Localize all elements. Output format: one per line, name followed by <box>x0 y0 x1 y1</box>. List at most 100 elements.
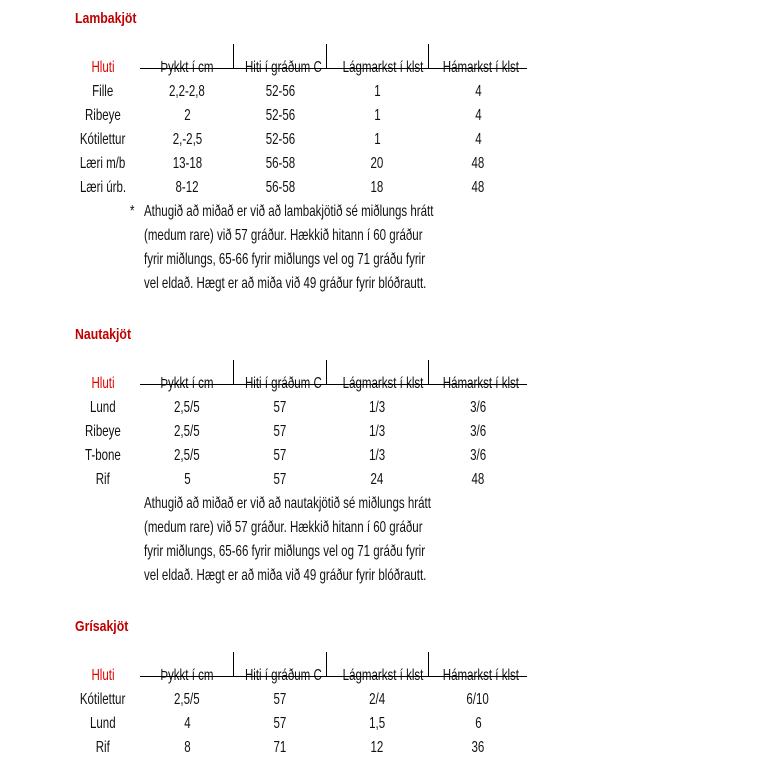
cell-value: 18 <box>370 179 384 196</box>
cell-cut: Ribeye <box>53 420 153 444</box>
cell-max-time: 3/6 <box>428 420 528 444</box>
header-label: Hluti <box>91 667 115 684</box>
header-min-time: Lágmarkst í klst <box>327 56 427 80</box>
cell-value: 6 <box>474 715 482 732</box>
cell-cut: Lund <box>53 396 153 420</box>
header-underline <box>140 68 527 69</box>
column-divider <box>233 652 234 676</box>
table-row: Lund 4 57 1,5 6 <box>0 712 768 736</box>
cell-temperature: 71 <box>230 736 330 760</box>
cell-thickness: 13-18 <box>137 152 237 176</box>
cell-value: Læri m/b <box>80 155 126 172</box>
table-header-row: Hluti Þykkt í cm Hiti í gráðum C Lágmarkst … <box>0 664 768 688</box>
cell-temperature: 56-58 <box>230 176 330 200</box>
cell-temperature: 52-56 <box>230 128 330 152</box>
column-divider <box>233 44 234 68</box>
cell-min-time: 1,5 <box>327 712 427 736</box>
header-cut: Hluti <box>53 56 153 80</box>
cell-min-time: 1/3 <box>327 396 427 420</box>
cell-value: Lund <box>90 399 116 416</box>
cell-value: Kótilettur <box>80 131 126 148</box>
table-row: Lund 2,5/5 57 1/3 3/6 <box>0 396 768 420</box>
cell-min-time: 1/3 <box>327 420 427 444</box>
cell-value: 8-12 <box>175 179 199 196</box>
cell-value: 56-58 <box>265 179 295 196</box>
cell-thickness: 2,2-2,8 <box>137 80 237 104</box>
cell-value: Kótilettur <box>80 691 126 708</box>
header-label: Þykkt í cm <box>160 375 214 392</box>
cell-value: 57 <box>273 691 287 708</box>
cell-max-time: 4 <box>428 80 528 104</box>
cell-temperature: 57 <box>230 420 330 444</box>
cell-value: 2,5/5 <box>174 447 200 464</box>
table-row: Fille 2,2-2,8 52-56 1 4 <box>0 80 768 104</box>
note-line: Athugið að miðað er við að lambakjötið s… <box>144 203 434 220</box>
cell-value: T-bone <box>85 447 121 464</box>
header-label: Hámarkst í klst <box>442 59 519 76</box>
table-row: Læri úrb. 8-12 56-58 18 48 <box>0 176 768 200</box>
cell-cut: T-bone <box>53 444 153 468</box>
cell-value: 2,5/5 <box>174 423 200 440</box>
header-max-time: Hámarkst í klst <box>428 372 528 396</box>
table-row: T-bone 2,5/5 57 1/3 3/6 <box>0 444 768 468</box>
cell-value: 4 <box>474 83 482 100</box>
cell-thickness: 2 <box>137 104 237 128</box>
cell-value: 2,2-2,8 <box>169 83 205 100</box>
table-header-row: Hluti Þykkt í cm Hiti í gráðum C Lágmarkst … <box>0 372 768 396</box>
note-marker: * <box>130 203 135 220</box>
cell-value: Lund <box>90 715 116 732</box>
header-min-time: Lágmarkst í klst <box>327 664 427 688</box>
header-thickness: Þykkt í cm <box>137 56 237 80</box>
note-line: fyrir miðlungs, 65-66 fyrir miðlungs vel… <box>144 543 426 560</box>
cell-thickness: 2,5/5 <box>137 420 237 444</box>
cell-max-time: 4 <box>428 104 528 128</box>
cell-cut: Ribeye <box>53 104 153 128</box>
cell-min-time: 1 <box>327 104 427 128</box>
cell-value: 48 <box>471 179 485 196</box>
header-max-time: Hámarkst í klst <box>428 56 528 80</box>
cell-value: 1/3 <box>368 423 386 440</box>
cell-value: 2,-2,5 <box>172 131 202 148</box>
note-line: (medum rare) við 57 gráður. Hækkið hitan… <box>144 227 423 244</box>
cell-max-time: 3/6 <box>428 444 528 468</box>
cell-thickness: 5 <box>137 468 237 492</box>
cell-cut: Fille <box>53 80 153 104</box>
section-title: Nautakjöt <box>75 326 132 343</box>
cell-value: 52-56 <box>265 107 295 124</box>
note-line: vel eldað. Hægt er að miða við 49 gráður… <box>144 275 427 292</box>
cell-min-time: 1 <box>327 80 427 104</box>
header-label: Hiti í gráðum C <box>244 375 322 392</box>
cell-value: 8 <box>183 739 191 756</box>
table-header-row: Hluti Þykkt í cm Hiti í gráðum C Lágmarkst … <box>0 56 768 80</box>
cell-thickness: 8-12 <box>137 176 237 200</box>
cell-min-time: 12 <box>327 736 427 760</box>
cell-cut: Rif <box>53 468 153 492</box>
cell-cut: Lund <box>53 712 153 736</box>
cell-value: 5 <box>183 471 191 488</box>
header-thickness: Þykkt í cm <box>137 664 237 688</box>
header-temperature: Hiti í gráðum C <box>230 664 330 688</box>
cell-value: 13-18 <box>172 155 202 172</box>
cell-min-time: 1 <box>327 128 427 152</box>
header-min-time: Lágmarkst í klst <box>327 372 427 396</box>
cell-value: Læri úrb. <box>79 179 127 196</box>
cell-value: Fille <box>92 83 114 100</box>
cell-value: 3/6 <box>469 423 487 440</box>
cell-min-time: 24 <box>327 468 427 492</box>
cell-value: 4 <box>474 131 482 148</box>
cell-value: 36 <box>471 739 485 756</box>
cell-value: 1/3 <box>368 399 386 416</box>
cell-max-time: 3/6 <box>428 396 528 420</box>
cell-value: 71 <box>273 739 287 756</box>
cell-value: 1 <box>373 83 381 100</box>
header-label: Hluti <box>91 59 115 76</box>
cell-thickness: 2,-2,5 <box>137 128 237 152</box>
cell-value: 4 <box>183 715 191 732</box>
header-label: Hiti í gráðum C <box>244 667 322 684</box>
cell-thickness: 2,5/5 <box>137 444 237 468</box>
cell-value: 20 <box>370 155 384 172</box>
cell-temperature: 56-58 <box>230 152 330 176</box>
cell-thickness: 2,5/5 <box>137 688 237 712</box>
cell-value: 2/4 <box>368 691 386 708</box>
cell-value: 1 <box>373 107 381 124</box>
